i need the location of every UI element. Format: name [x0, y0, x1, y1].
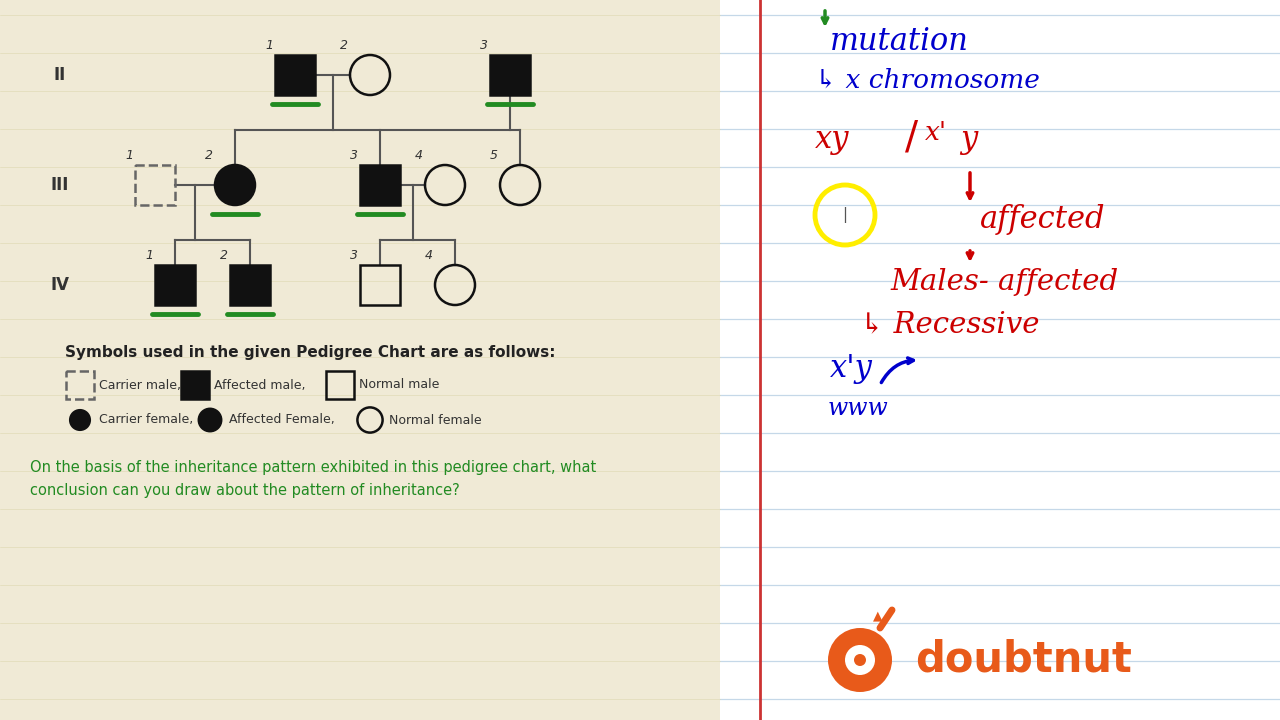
Circle shape	[215, 165, 255, 205]
Text: www: www	[828, 397, 888, 420]
Text: IV: IV	[50, 276, 69, 294]
Circle shape	[828, 628, 892, 692]
Text: 5: 5	[490, 149, 498, 162]
Text: x': x'	[925, 120, 947, 145]
Text: x'y: x'y	[829, 353, 873, 384]
Text: III: III	[51, 176, 69, 194]
Text: ↳ x chromosome: ↳ x chromosome	[815, 68, 1039, 93]
Text: doubtnut: doubtnut	[915, 639, 1132, 681]
Bar	[67, 371, 93, 399]
Text: Carrier female,: Carrier female,	[99, 413, 193, 426]
Bar	[230, 265, 270, 305]
Text: Normal female: Normal female	[389, 413, 481, 426]
Bar	[360, 165, 399, 205]
Text: ▲: ▲	[873, 610, 883, 623]
Text: affected: affected	[980, 204, 1106, 235]
Bar	[155, 265, 195, 305]
Bar	[275, 55, 315, 95]
Text: 3: 3	[349, 249, 358, 262]
Circle shape	[70, 410, 90, 430]
Text: 1: 1	[125, 149, 133, 162]
Bar	[326, 371, 355, 399]
Text: 4: 4	[415, 149, 422, 162]
Text: 2: 2	[205, 149, 212, 162]
Text: 1: 1	[145, 249, 154, 262]
Text: mutation: mutation	[829, 26, 969, 57]
Text: |: |	[842, 207, 847, 223]
Text: 3: 3	[480, 39, 488, 52]
Circle shape	[854, 654, 867, 666]
Text: On the basis of the inheritance pattern exhibited in this pedigree chart, what
c: On the basis of the inheritance pattern …	[29, 460, 596, 498]
Text: 2: 2	[220, 249, 228, 262]
Bar	[134, 165, 175, 205]
Text: xy: xy	[815, 124, 850, 155]
Text: y: y	[960, 124, 977, 155]
Text: 1: 1	[265, 39, 273, 52]
Circle shape	[845, 645, 876, 675]
Text: Symbols used in the given Pedigree Chart are as follows:: Symbols used in the given Pedigree Chart…	[65, 345, 556, 360]
Text: Carrier male,: Carrier male,	[99, 379, 180, 392]
Text: Normal male: Normal male	[358, 379, 439, 392]
Text: ↳ Recessive: ↳ Recessive	[860, 310, 1039, 338]
Text: 2: 2	[340, 39, 348, 52]
Bar	[490, 55, 530, 95]
Text: Affected Female,: Affected Female,	[229, 413, 335, 426]
Bar	[360, 265, 399, 305]
Text: 4: 4	[425, 249, 433, 262]
Circle shape	[198, 409, 221, 431]
Text: II: II	[54, 66, 67, 84]
Text: 3: 3	[349, 149, 358, 162]
Bar	[180, 371, 209, 399]
Text: Males- affected: Males- affected	[890, 268, 1119, 296]
Text: /: /	[905, 118, 918, 156]
Bar	[0, 0, 719, 720]
Text: Affected male,: Affected male,	[214, 379, 306, 392]
